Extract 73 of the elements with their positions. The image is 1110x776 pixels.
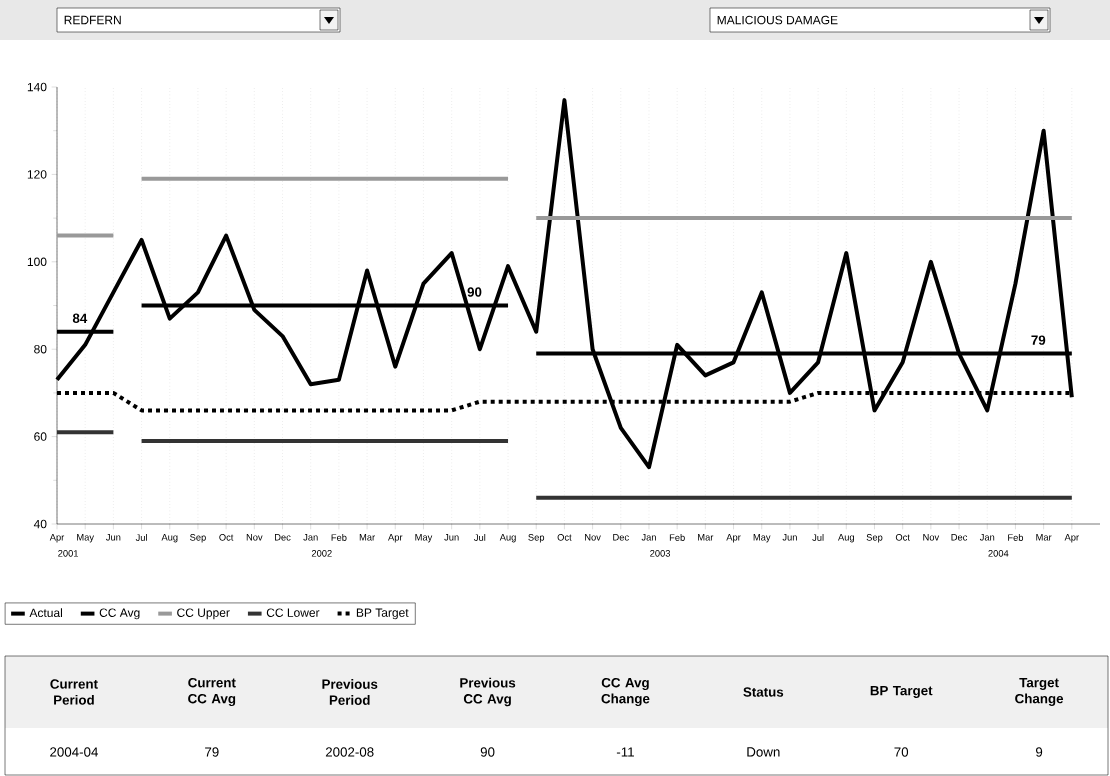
x-tick-label: Dec xyxy=(613,534,629,541)
y-tick-label: 60 xyxy=(34,432,47,441)
legend-label: CC Lower xyxy=(266,608,320,617)
y-tick-label: 40 xyxy=(33,519,47,529)
annotation: 84 xyxy=(72,313,88,324)
annotation: 79 xyxy=(1031,335,1046,345)
x-tick-label: Jan xyxy=(979,534,995,541)
x-tick-label: Jul xyxy=(474,534,486,541)
text: Target Change xyxy=(1015,678,1064,707)
text: BP Target xyxy=(870,686,933,699)
y-tick-label: 120 xyxy=(27,170,47,179)
x-tick-label: Dec xyxy=(951,534,968,541)
text: Down xyxy=(747,747,780,757)
x-tick-label: Feb xyxy=(669,534,685,541)
text: 70 xyxy=(894,747,909,757)
legend-label: CC Upper xyxy=(177,608,230,620)
text: 2001 xyxy=(58,550,79,557)
x-tick-label: Jan xyxy=(303,534,318,541)
text: 2002-08 xyxy=(325,747,374,757)
legend-label: CC Avg xyxy=(99,608,140,620)
y-tick-label: 100 xyxy=(27,257,47,267)
x-tick-label: May xyxy=(753,534,771,543)
x-tick-label: Mar xyxy=(1036,534,1052,541)
x-tick-label: Jun xyxy=(782,534,797,541)
x-tick-label: Feb xyxy=(331,534,347,541)
x-tick-label: Nov xyxy=(246,534,263,541)
text: 90 xyxy=(480,747,495,757)
text: 79 xyxy=(205,747,219,757)
text: 2002 xyxy=(311,550,332,557)
text: 2003 xyxy=(650,550,671,557)
text: 2004-04 xyxy=(50,747,98,757)
x-tick-label: Jul xyxy=(812,534,824,541)
x-tick-label: Nov xyxy=(585,534,601,541)
x-tick-label: Apr xyxy=(388,534,403,543)
text: CC Avg Change xyxy=(601,677,650,707)
text: Previous CC Avg xyxy=(460,677,516,707)
x-tick-label: Jul xyxy=(135,534,147,541)
annotation: 90 xyxy=(467,287,482,297)
x-tick-label: Feb xyxy=(1008,534,1024,541)
x-tick-label: May xyxy=(77,534,94,543)
text: 2004 xyxy=(988,550,1009,557)
chart-title: REDFERN xyxy=(64,15,121,25)
x-tick-label: Sep xyxy=(866,534,883,543)
x-tick-label: Apr xyxy=(1064,534,1079,543)
x-tick-label: Nov xyxy=(923,534,940,541)
legend-label: BP Target xyxy=(356,608,409,620)
x-tick-label: Oct xyxy=(557,534,572,541)
x-tick-label: Mar xyxy=(359,534,375,541)
text: Current Period xyxy=(50,679,98,705)
x-tick-label: Sep xyxy=(528,534,545,543)
x-tick-label: Aug xyxy=(838,534,854,543)
x-tick-label: Jun xyxy=(444,534,459,541)
x-tick-label: Jun xyxy=(106,534,121,541)
x-tick-label: Oct xyxy=(895,534,910,541)
chart-subtitle: MALICIOUS DAMAGE xyxy=(717,15,838,25)
text: Current CC Avg xyxy=(188,677,236,707)
y-tick-label: 140 xyxy=(27,82,47,92)
y-tick-label: 80 xyxy=(34,344,47,354)
text: -11 xyxy=(616,747,634,757)
x-tick-label: Apr xyxy=(726,534,741,543)
x-tick-label: Mar xyxy=(698,534,714,541)
x-tick-label: Sep xyxy=(190,534,206,543)
x-tick-label: Aug xyxy=(499,534,516,543)
x-tick-label: Apr xyxy=(49,534,65,543)
legend-label: Actual xyxy=(29,608,62,618)
x-tick-label: Aug xyxy=(161,534,178,543)
x-tick-label: Oct xyxy=(219,534,234,541)
x-tick-label: May xyxy=(415,534,433,543)
text: Status xyxy=(743,687,784,697)
text: Previous Period xyxy=(322,679,378,705)
x-tick-label: Dec xyxy=(274,534,291,541)
text: 9 xyxy=(1036,747,1043,757)
x-tick-label: Jan xyxy=(641,534,656,541)
